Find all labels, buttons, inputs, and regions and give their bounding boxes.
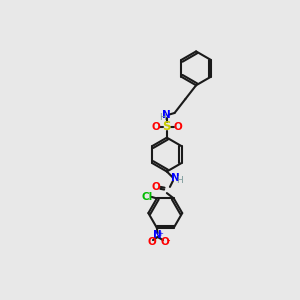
Text: N: N <box>153 230 162 241</box>
Text: +: + <box>158 231 164 237</box>
Text: N: N <box>171 173 180 183</box>
Text: O: O <box>160 237 169 247</box>
Text: -: - <box>167 235 170 245</box>
Text: N: N <box>163 110 171 119</box>
Text: O: O <box>147 237 156 247</box>
Text: H: H <box>159 113 166 122</box>
Text: H: H <box>177 176 183 185</box>
Text: O: O <box>173 122 182 132</box>
Text: O: O <box>152 182 161 192</box>
Text: S: S <box>163 120 171 134</box>
Text: Cl: Cl <box>142 192 153 202</box>
Text: O: O <box>152 122 161 132</box>
